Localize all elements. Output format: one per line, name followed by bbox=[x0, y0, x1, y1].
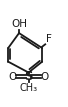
Text: F: F bbox=[46, 34, 51, 44]
Text: S: S bbox=[24, 71, 33, 83]
Text: O: O bbox=[41, 72, 49, 82]
Text: O: O bbox=[8, 72, 16, 82]
Text: OH: OH bbox=[11, 19, 27, 29]
Text: CH₃: CH₃ bbox=[20, 83, 38, 93]
